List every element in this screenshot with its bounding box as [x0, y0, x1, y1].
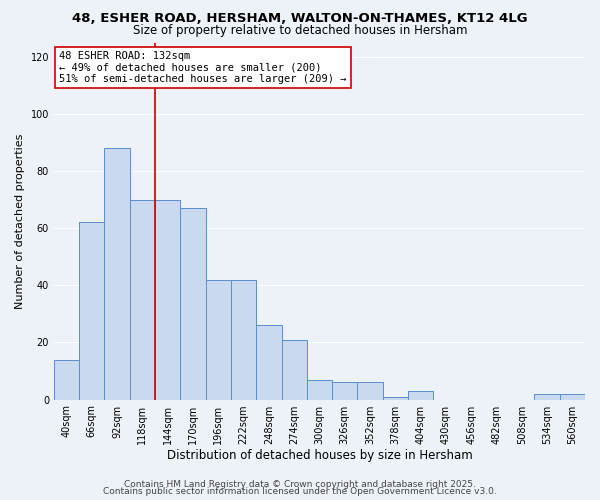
- Bar: [307, 380, 332, 400]
- Text: Contains public sector information licensed under the Open Government Licence v3: Contains public sector information licen…: [103, 488, 497, 496]
- Bar: [256, 326, 281, 400]
- Y-axis label: Number of detached properties: Number of detached properties: [15, 134, 25, 308]
- Bar: [104, 148, 130, 400]
- Bar: [130, 200, 155, 400]
- Bar: [54, 360, 79, 400]
- Text: Size of property relative to detached houses in Hersham: Size of property relative to detached ho…: [133, 24, 467, 37]
- Bar: [231, 280, 256, 400]
- Bar: [79, 222, 104, 400]
- Bar: [281, 340, 307, 400]
- Bar: [332, 382, 358, 400]
- Bar: [206, 280, 231, 400]
- Bar: [383, 396, 408, 400]
- Text: 48 ESHER ROAD: 132sqm
← 49% of detached houses are smaller (200)
51% of semi-det: 48 ESHER ROAD: 132sqm ← 49% of detached …: [59, 51, 346, 84]
- X-axis label: Distribution of detached houses by size in Hersham: Distribution of detached houses by size …: [167, 450, 472, 462]
- Bar: [560, 394, 585, 400]
- Text: 48, ESHER ROAD, HERSHAM, WALTON-ON-THAMES, KT12 4LG: 48, ESHER ROAD, HERSHAM, WALTON-ON-THAME…: [72, 12, 528, 26]
- Bar: [155, 200, 181, 400]
- Bar: [181, 208, 206, 400]
- Text: Contains HM Land Registry data © Crown copyright and database right 2025.: Contains HM Land Registry data © Crown c…: [124, 480, 476, 489]
- Bar: [358, 382, 383, 400]
- Bar: [408, 391, 433, 400]
- Bar: [535, 394, 560, 400]
